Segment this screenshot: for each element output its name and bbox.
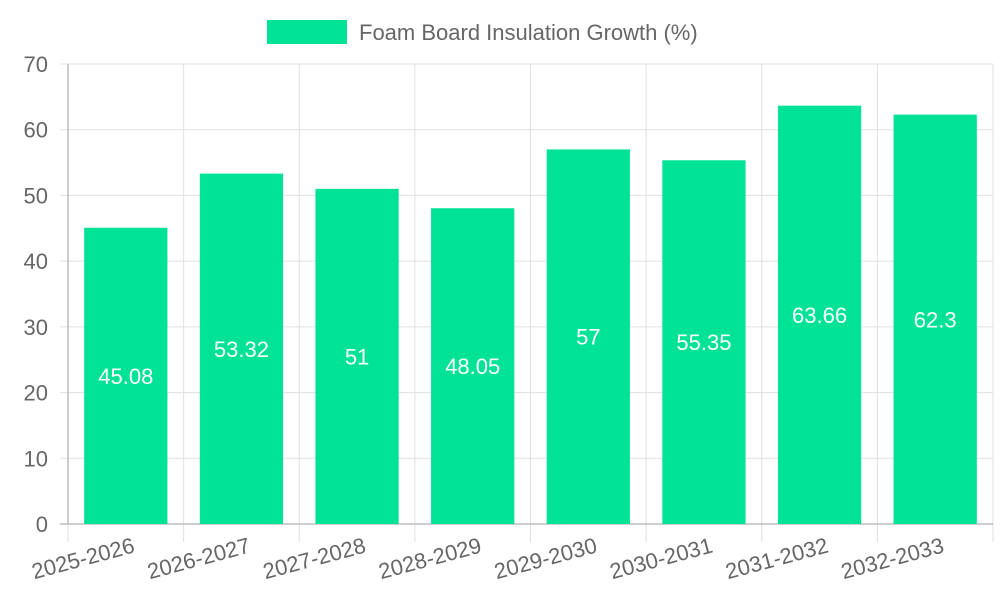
y-tick-label: 50	[24, 183, 48, 208]
bar	[662, 160, 746, 524]
x-axis-ticks: 2025-2026 2026-2027 2027-2028 2028-2029 2029…	[29, 533, 946, 584]
bar-value-label: 53.32	[214, 337, 269, 362]
y-tick-label: 20	[24, 381, 48, 406]
bar-labels: 45.08 53.32 51 48.05 57 55.35 63.66 62.3	[98, 303, 956, 389]
bar	[84, 227, 168, 524]
x-tick-label: 2030-2031	[607, 533, 715, 584]
bar	[777, 105, 862, 525]
bar	[893, 114, 977, 524]
y-tick-label: 0	[36, 512, 48, 537]
y-tick-label: 60	[24, 118, 48, 143]
x-tick-label: 2029-2030	[492, 533, 600, 584]
y-axis-ticks: 0 10 20 30 40 50 60 70	[24, 52, 48, 537]
legend: Foam Board Insulation Growth (%)	[267, 20, 698, 45]
x-tick-label: 2027-2028	[260, 533, 368, 584]
bar	[546, 149, 630, 524]
bar-value-label: 57	[576, 325, 600, 350]
x-tick-label: 2032-2033	[838, 533, 946, 584]
bar-value-label: 63.66	[792, 303, 847, 328]
legend-label: Foam Board Insulation Growth (%)	[359, 20, 698, 45]
legend-swatch	[267, 20, 347, 44]
bar	[315, 188, 399, 524]
bar	[431, 208, 515, 524]
y-tick-label: 70	[24, 52, 48, 77]
bar-value-label: 48.05	[445, 354, 500, 379]
x-tick-label: 2025-2026	[29, 533, 137, 584]
bars	[84, 105, 977, 525]
bar-value-label: 62.3	[914, 307, 957, 332]
x-tick-label: 2026-2027	[145, 533, 253, 584]
x-tick-label: 2031-2032	[723, 533, 831, 584]
y-tick-label: 40	[24, 249, 48, 274]
bar-value-label: 55.35	[676, 330, 731, 355]
y-tick-label: 30	[24, 315, 48, 340]
bar-value-label: 51	[345, 344, 369, 369]
bar-value-label: 45.08	[98, 364, 153, 389]
x-tick-label: 2028-2029	[376, 533, 484, 584]
y-tick-label: 10	[24, 446, 48, 471]
bar	[199, 173, 284, 524]
